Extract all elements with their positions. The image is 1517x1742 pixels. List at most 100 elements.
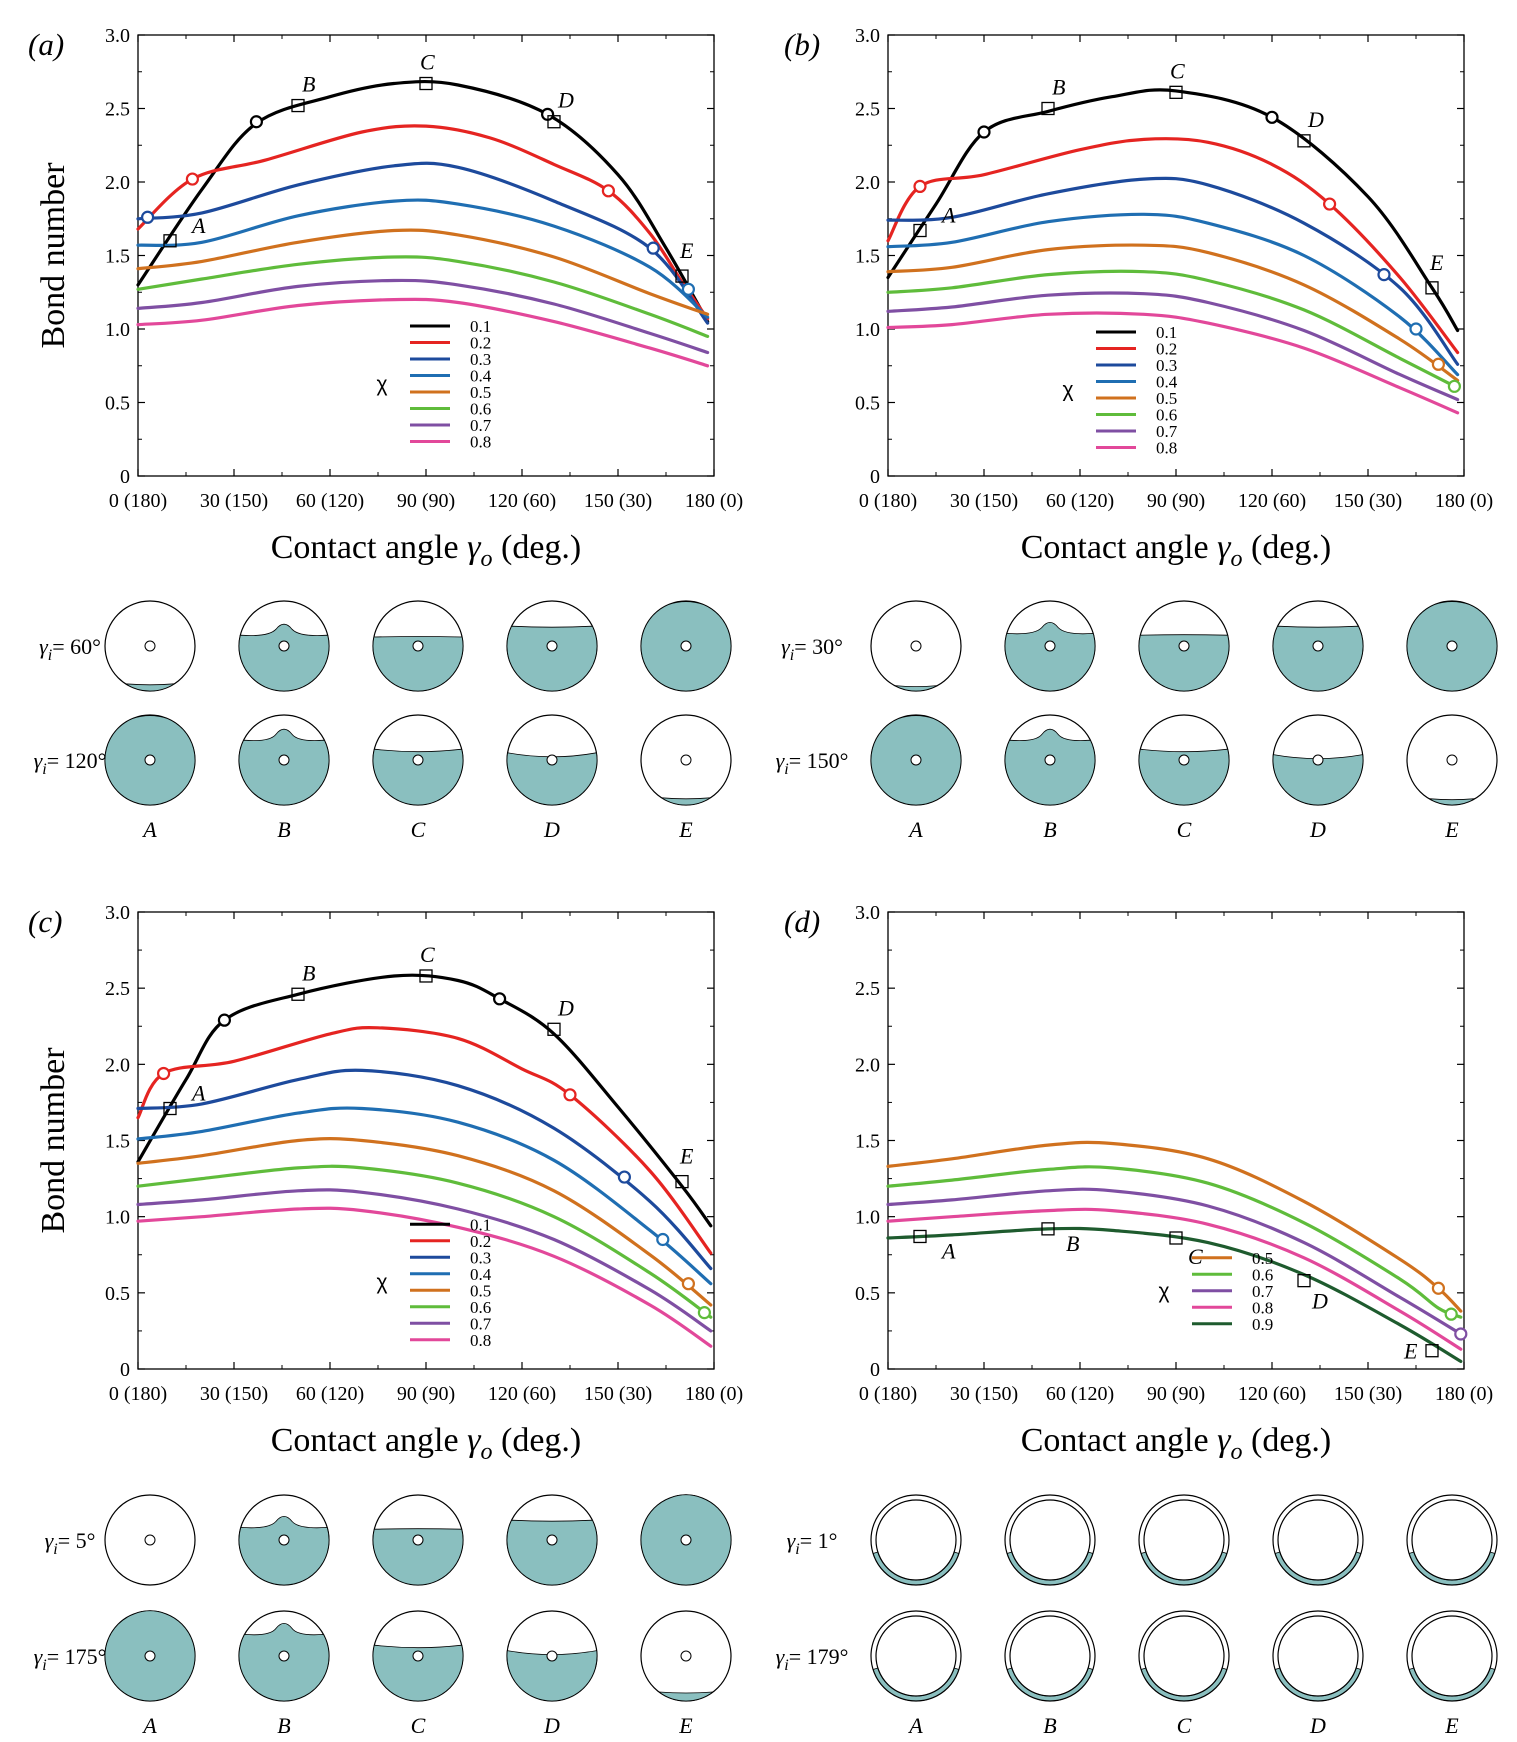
outer-tube bbox=[1406, 1494, 1498, 1586]
square-marker bbox=[1169, 1231, 1183, 1245]
shape-A-row1 bbox=[870, 600, 962, 692]
x-axis-label: Contact angle γo (deg.) bbox=[271, 1422, 582, 1465]
shape-column-label: A bbox=[141, 817, 157, 842]
circle-marker bbox=[493, 992, 507, 1006]
shape-D-row2 bbox=[506, 714, 598, 806]
point-label-B: B bbox=[1052, 75, 1065, 100]
liquid-region bbox=[1272, 625, 1364, 692]
x-tick-label: 30 (150) bbox=[950, 490, 1018, 512]
circle-marker bbox=[646, 241, 660, 255]
y-tick-label: 2.0 bbox=[105, 172, 130, 194]
circle-marker bbox=[217, 1013, 231, 1027]
x-tick-label: 180 (0) bbox=[1435, 1383, 1493, 1405]
legend-label: 0.8 bbox=[1252, 1298, 1273, 1317]
point-label-C: C bbox=[420, 942, 435, 967]
point-label-C: C bbox=[420, 50, 435, 75]
liquid-region bbox=[1428, 798, 1476, 806]
circle-marker bbox=[185, 172, 199, 186]
inner-rod bbox=[680, 640, 692, 652]
inner-rod bbox=[1312, 754, 1324, 766]
row-label: γi= 60° bbox=[39, 634, 101, 664]
inner-rod bbox=[1143, 1615, 1225, 1697]
shape-column-label: E bbox=[1444, 1713, 1459, 1738]
point-label-D: D bbox=[557, 995, 574, 1020]
y-tick-label: 0.5 bbox=[855, 1283, 880, 1305]
circle-marker bbox=[157, 1066, 171, 1081]
shape-D-row2 bbox=[1272, 714, 1364, 806]
series-line-0_2 bbox=[136, 124, 710, 321]
square-marker bbox=[1297, 1273, 1311, 1288]
circle-marker bbox=[1265, 110, 1279, 124]
square-marker bbox=[913, 1229, 927, 1244]
circle-marker bbox=[601, 184, 616, 198]
inner-rod bbox=[278, 754, 290, 766]
series-line-0_8 bbox=[136, 1206, 713, 1348]
point-label-D: D bbox=[1307, 107, 1324, 132]
circle-marker bbox=[563, 1088, 577, 1102]
y-tick-label: 2.5 bbox=[855, 978, 880, 1000]
series-line-0_7 bbox=[886, 291, 1460, 402]
series-line-0_3 bbox=[136, 1068, 713, 1271]
shape-column-label: E bbox=[678, 817, 693, 842]
inner-rod bbox=[278, 1650, 290, 1662]
x-tick-label: 0 (180) bbox=[859, 1383, 917, 1405]
shape-column-label: D bbox=[543, 817, 560, 842]
liquid-region bbox=[894, 685, 938, 692]
shape-C-row2 bbox=[1138, 1610, 1230, 1702]
x-tick-label: 60 (120) bbox=[1046, 490, 1114, 512]
legend-label: 0.7 bbox=[1252, 1282, 1274, 1301]
circle-marker bbox=[249, 115, 263, 129]
shape-A-row1 bbox=[104, 1494, 196, 1586]
panel-d: (d) 0 0.5 1.0 1.5 2.0 2.5 3.0 0 (180) 30 (150) 60 … bbox=[776, 902, 1498, 1738]
shape-A-row2 bbox=[104, 714, 196, 806]
liquid-region bbox=[506, 752, 598, 806]
circle-marker bbox=[1454, 1327, 1468, 1341]
legend-label: 0.4 bbox=[470, 367, 492, 386]
y-tick-label: 2.5 bbox=[105, 99, 130, 121]
series-line-0_4 bbox=[136, 198, 710, 319]
shape-B-row2 bbox=[238, 714, 330, 806]
circle-marker bbox=[1431, 357, 1446, 371]
outer-tube bbox=[1272, 1610, 1364, 1702]
y-tick-label: 3.0 bbox=[105, 25, 130, 47]
inner-rod bbox=[1312, 640, 1324, 652]
row-label: γi= 150° bbox=[776, 748, 849, 778]
liquid-region bbox=[238, 728, 330, 806]
legend-label: 0.6 bbox=[1156, 405, 1177, 424]
shape-E-row1 bbox=[1406, 600, 1498, 692]
x-tick-label: 120 (60) bbox=[1238, 1383, 1306, 1405]
x-tick-label: 150 (30) bbox=[1334, 1383, 1402, 1405]
x-tick-label: 180 (0) bbox=[1435, 490, 1493, 512]
x-tick-label: 30 (150) bbox=[200, 490, 268, 512]
shape-C-row1 bbox=[372, 600, 464, 692]
inner-rod bbox=[1178, 640, 1190, 652]
shape-E-row2 bbox=[1406, 1610, 1498, 1702]
inner-rod bbox=[1143, 1499, 1225, 1581]
series-line-0_7 bbox=[886, 1187, 1463, 1336]
x-tick-label: 180 (0) bbox=[685, 490, 743, 512]
square-marker bbox=[675, 1174, 689, 1189]
square-marker bbox=[291, 987, 305, 1001]
inner-rod bbox=[1277, 1615, 1359, 1697]
y-tick-label: 0 bbox=[870, 1359, 880, 1381]
x-tick-label: 0 (180) bbox=[859, 490, 917, 512]
inner-rod bbox=[546, 1650, 558, 1662]
x-tick-label: 0 (180) bbox=[109, 490, 167, 512]
y-tick-label: 1.0 bbox=[105, 319, 130, 341]
legend-title-chi: χ bbox=[1158, 1280, 1169, 1303]
y-tick-label: 2.0 bbox=[855, 1054, 880, 1076]
legend-label: 0.6 bbox=[470, 400, 491, 419]
shape-A-row2 bbox=[870, 1610, 962, 1702]
x-axis-label: Contact angle γo (deg.) bbox=[1021, 529, 1332, 572]
series-line-0_6 bbox=[136, 1164, 713, 1319]
point-label-E: E bbox=[679, 238, 694, 263]
inner-rod bbox=[1044, 640, 1056, 652]
circle-marker bbox=[681, 282, 696, 296]
panel-label: (b) bbox=[784, 27, 820, 62]
circle-marker bbox=[697, 1306, 712, 1320]
shape-column-label: D bbox=[1309, 817, 1326, 842]
liquid-region bbox=[238, 623, 330, 692]
series-line-0_6 bbox=[136, 255, 710, 338]
square-marker bbox=[163, 1101, 177, 1116]
